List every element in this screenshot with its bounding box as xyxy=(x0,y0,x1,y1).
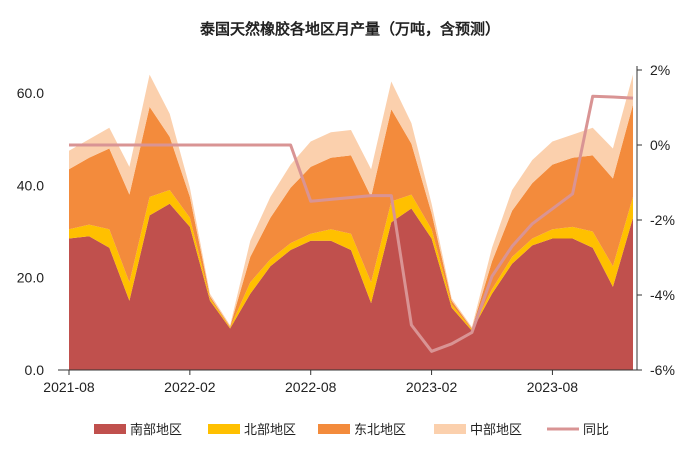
x-tick-label: 2023-08 xyxy=(527,379,579,395)
y-left-tick-label: 0.0 xyxy=(25,362,45,378)
yoy-line-layer xyxy=(69,94,634,353)
x-tick-label: 2022-02 xyxy=(164,379,216,395)
legend-label: 北部地区 xyxy=(244,423,296,438)
y-right-tick-label: 2% xyxy=(650,62,670,78)
legend: 南部地区 北部地区 东北地区 中部地区 同比 xyxy=(94,422,609,438)
y-right-tick-label: -6% xyxy=(650,362,675,378)
x-tick-label: 2023-02 xyxy=(406,379,458,395)
legend-label: 同比 xyxy=(583,423,609,438)
stacked-areas xyxy=(69,74,633,370)
legend-swatch xyxy=(318,424,350,434)
legend-swatch xyxy=(434,424,466,434)
y-left-tick-label: 60.0 xyxy=(17,85,44,101)
legend-label: 南部地区 xyxy=(130,422,182,438)
x-tick-label: 2022-08 xyxy=(285,379,337,395)
y-left-tick-label: 40.0 xyxy=(17,177,44,193)
y-right-tick-label: -2% xyxy=(650,212,675,228)
axes: 0.0 20.0 40.0 60.0 -6% -4% -2% 0% 2% 2021-08 2022-… xyxy=(17,62,675,395)
chart-title: 泰国天然橡胶各地区月产量（万吨，含预测） xyxy=(199,20,500,38)
legend-swatch xyxy=(94,424,126,434)
area-series-0 xyxy=(69,203,633,370)
y-left-tick-label: 20.0 xyxy=(17,270,44,286)
yoy-line xyxy=(69,94,634,353)
legend-label: 东北地区 xyxy=(354,423,406,438)
area-series-2 xyxy=(69,104,633,330)
x-tick-label: 2021-08 xyxy=(43,379,95,395)
legend-swatch xyxy=(208,424,240,434)
legend-label: 中部地区 xyxy=(470,423,522,438)
y-right-tick-label: -4% xyxy=(650,287,675,303)
y-right-tick-label: 0% xyxy=(650,137,670,153)
